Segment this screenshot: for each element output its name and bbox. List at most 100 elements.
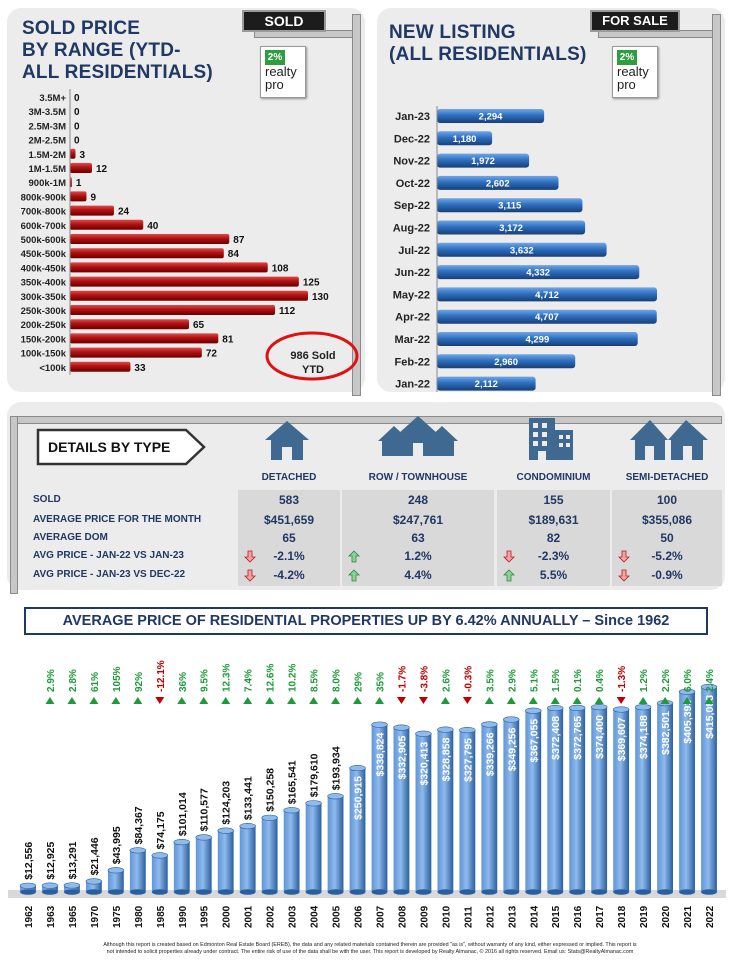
for-sale-sign: FOR SALE xyxy=(590,10,680,32)
detail-row-label: AVG PRICE - JAN-22 VS JAN-23 xyxy=(33,550,184,561)
annual-change-label: 2.8% xyxy=(68,669,79,692)
detail-value: 583 xyxy=(278,493,300,507)
sold-tick-label: 500k-600k xyxy=(21,235,67,246)
annual-bar xyxy=(481,724,498,892)
sign-post xyxy=(10,416,722,424)
listing-value-label: 2,602 xyxy=(486,178,510,189)
annual-value-label: $338,824 xyxy=(374,733,386,777)
down-arrow-icon xyxy=(616,697,626,704)
sold-value-label: 0 xyxy=(74,107,80,118)
annual-bar-top xyxy=(437,726,454,733)
annual-bar-base xyxy=(503,889,520,895)
detail-column-bg xyxy=(612,490,722,586)
annual-bar-base xyxy=(305,889,322,895)
annual-bar-base xyxy=(371,889,388,895)
up-arrow-icon xyxy=(89,697,99,704)
annual-change-label: 5.1% xyxy=(529,669,540,692)
up-arrow-icon xyxy=(374,697,384,704)
annual-value-label: $369,607 xyxy=(616,717,628,761)
annual-change-label: 10.2% xyxy=(288,664,299,692)
sold-value-label: 130 xyxy=(312,292,329,303)
annual-bar-base xyxy=(261,889,278,895)
detail-column-bg xyxy=(497,490,610,586)
annual-year-label: 2018 xyxy=(617,905,628,928)
annual-year-label: 2013 xyxy=(507,905,518,928)
annual-bar xyxy=(613,709,630,892)
up-arrow-icon xyxy=(503,569,515,582)
up-arrow-icon xyxy=(638,697,648,704)
sold-bar xyxy=(70,276,299,287)
sold-tick-label: 1M-1.5M xyxy=(29,164,67,175)
annual-year-label: 1970 xyxy=(90,905,101,928)
annual-change-label: -0.3% xyxy=(463,666,474,692)
annual-bar xyxy=(701,687,717,892)
detail-type-heading: SEMI-DETACHED xyxy=(625,472,709,483)
listing-bar xyxy=(437,131,493,146)
listing-bar xyxy=(437,175,559,190)
sign-post xyxy=(712,14,721,396)
listing-bar xyxy=(437,242,607,257)
annual-bar-top xyxy=(612,706,630,713)
detail-value: -0.9% xyxy=(651,568,683,582)
condo-building-icon xyxy=(529,418,573,460)
listing-tick-label: Jan-22 xyxy=(395,379,430,391)
detail-value: -4.2% xyxy=(273,568,305,582)
annual-change-label: 7.4% xyxy=(244,669,255,692)
detail-column-bg xyxy=(342,490,494,586)
annual-bar xyxy=(261,817,278,892)
annual-bar-base xyxy=(657,889,673,895)
annual-change-label: 36% xyxy=(178,672,189,692)
annual-bar xyxy=(195,837,212,892)
up-arrow-icon xyxy=(243,697,253,704)
annual-value-label: $320,413 xyxy=(418,742,430,786)
annual-year-label: 2020 xyxy=(661,905,672,928)
listing-tick-label: Jun-22 xyxy=(395,267,430,279)
annual-year-label: 1975 xyxy=(112,905,123,928)
detail-value: 63 xyxy=(411,531,425,545)
annual-change-label: 0.4% xyxy=(595,669,606,692)
sold-sign: SOLD xyxy=(242,10,326,32)
listing-bar xyxy=(437,376,536,391)
annual-bar-top xyxy=(481,721,498,728)
sold-value-label: 9 xyxy=(90,192,96,203)
listing-value-label: 2,960 xyxy=(494,357,518,368)
sold-bar xyxy=(70,305,276,315)
sold-value-label: 65 xyxy=(193,320,205,331)
sold-value-label: 87 xyxy=(233,235,245,246)
annual-bar xyxy=(679,691,695,892)
annual-bar-base xyxy=(525,889,542,895)
annual-change-label: 2.9% xyxy=(507,669,518,692)
annual-bar-top xyxy=(107,867,125,874)
down-arrow-icon xyxy=(618,569,630,582)
semi-detached-icon xyxy=(630,420,708,460)
annual-bar-top xyxy=(85,878,103,885)
annual-bar xyxy=(371,724,388,892)
sold-title: SOLD PRICE BY RANGE (YTD- ALL RESIDENTIALS… xyxy=(22,18,213,83)
up-arrow-icon xyxy=(660,697,670,704)
up-arrow-icon xyxy=(265,697,275,704)
annual-bar-top xyxy=(349,764,366,772)
annual-value-label: $165,541 xyxy=(287,760,299,804)
sold-bar xyxy=(70,248,224,259)
listing-tick-label: Mar-22 xyxy=(395,334,430,346)
listing-value-label: 1,180 xyxy=(453,134,477,145)
detail-value: 50 xyxy=(660,531,674,545)
annual-bar xyxy=(657,703,673,892)
annual-bar-base xyxy=(151,889,168,895)
annual-bar xyxy=(327,796,344,892)
annual-bar-top xyxy=(305,800,322,807)
detail-type-heading: ROW / TOWNHOUSE xyxy=(368,472,468,483)
annual-year-label: 2012 xyxy=(485,905,496,928)
annual-value-label: $328,858 xyxy=(440,737,452,781)
detail-value: 248 xyxy=(407,493,429,507)
annual-year-label: 2004 xyxy=(310,905,321,928)
annual-year-label: 2000 xyxy=(222,905,233,928)
annual-year-label: 2007 xyxy=(375,905,386,928)
listing-title: NEW LISTING (ALL RESIDENTIALS) xyxy=(389,22,587,65)
annual-bar-base xyxy=(107,889,124,895)
down-arrow-icon xyxy=(618,550,630,563)
annual-value-label: $179,610 xyxy=(309,753,321,797)
sold-value-label: 12 xyxy=(96,164,108,175)
annual-price-chart: $12,556 1962 $12,925 1963 2.9% $13,291 1965 2.8… xyxy=(8,660,726,928)
annual-year-label: 2006 xyxy=(354,905,365,928)
